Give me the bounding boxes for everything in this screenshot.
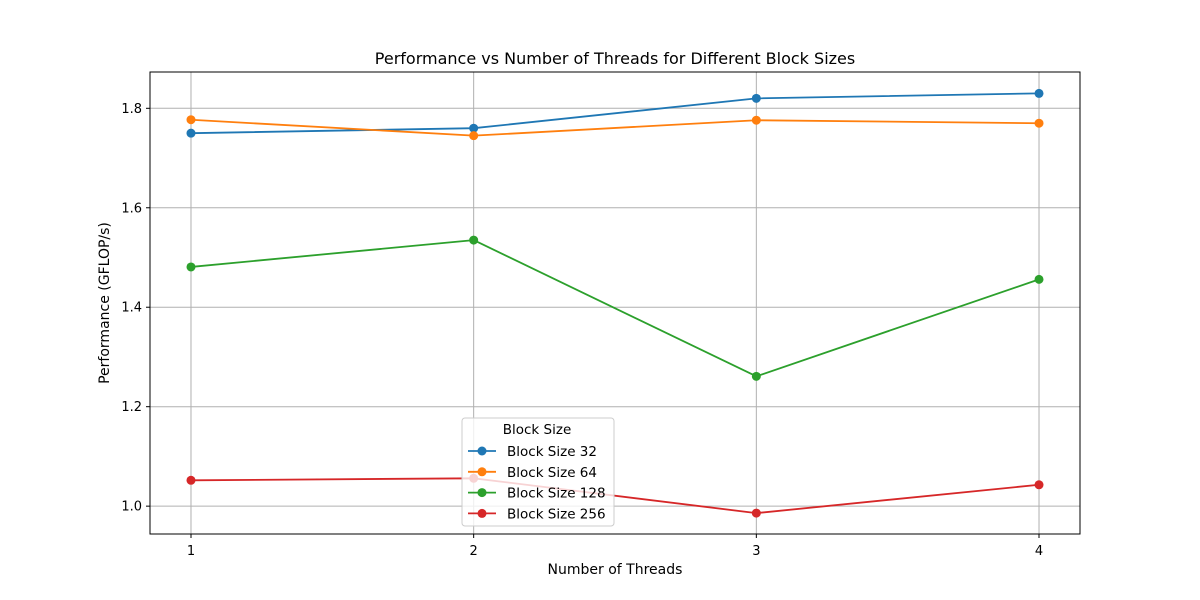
- series-line: [190, 477, 1040, 515]
- x-tick-label: 1: [187, 544, 195, 559]
- data-point: [751, 508, 761, 518]
- y-tick-label: 1.4: [121, 301, 142, 316]
- data-point: [186, 115, 196, 125]
- legend-swatch-marker: [477, 488, 487, 498]
- legend-item: Block Size 128: [468, 486, 606, 502]
- data-point: [751, 371, 761, 381]
- legend-item: Block Size 256: [468, 506, 606, 522]
- legend-item: Block Size 64: [468, 465, 597, 481]
- data-point: [1034, 480, 1044, 490]
- y-tick-label: 1.8: [121, 102, 142, 117]
- data-point: [186, 475, 196, 485]
- data-point: [1034, 274, 1044, 284]
- series-layer: [186, 88, 1044, 518]
- data-point: [186, 262, 196, 272]
- series-4: [186, 473, 1044, 518]
- series-1: [186, 88, 1044, 138]
- x-tick-label: 4: [1035, 544, 1043, 559]
- x-tick-label: 3: [752, 544, 760, 559]
- series-line: [190, 92, 1040, 135]
- legend-swatch-marker: [477, 446, 487, 456]
- data-point: [469, 131, 479, 141]
- y-tick-label: 1.2: [121, 400, 142, 415]
- legend-swatch-marker: [477, 467, 487, 477]
- series-line: [190, 118, 1040, 137]
- x-axis-label: Number of Threads: [548, 562, 683, 578]
- legend-title: Block Size: [503, 422, 572, 438]
- grid: [150, 72, 1080, 534]
- y-tick-label: 1.0: [121, 500, 142, 515]
- plot-frame: [149, 71, 1081, 535]
- legend-items: Block Size 32 Block Size 64 Block Size 128…: [468, 444, 606, 522]
- x-tick-label: 2: [470, 544, 478, 559]
- ticks: 1 2 3 4 1.0 1.2 1.4 1.6 1.8: [121, 102, 1043, 559]
- legend-label: Block Size 32: [507, 444, 597, 460]
- data-point: [186, 128, 196, 138]
- legend-label: Block Size 256: [507, 506, 606, 522]
- y-tick-label: 1.6: [121, 201, 142, 216]
- data-point: [751, 93, 761, 103]
- y-axis-label: Performance (GFLOP/s): [97, 222, 113, 384]
- legend-item: Block Size 32: [468, 444, 597, 460]
- series-line: [190, 239, 1040, 378]
- data-point: [1034, 118, 1044, 128]
- chart-title: Performance vs Number of Threads for Dif…: [375, 49, 855, 68]
- data-point: [751, 115, 761, 125]
- legend-label: Block Size 64: [507, 465, 597, 481]
- legend-label: Block Size 128: [507, 486, 606, 502]
- legend-box: [461, 417, 615, 527]
- data-point: [1034, 88, 1044, 98]
- series-3: [186, 235, 1044, 381]
- data-point: [469, 123, 479, 133]
- data-point: [469, 235, 479, 245]
- legend-swatch-marker: [477, 508, 487, 518]
- series-2: [186, 115, 1044, 141]
